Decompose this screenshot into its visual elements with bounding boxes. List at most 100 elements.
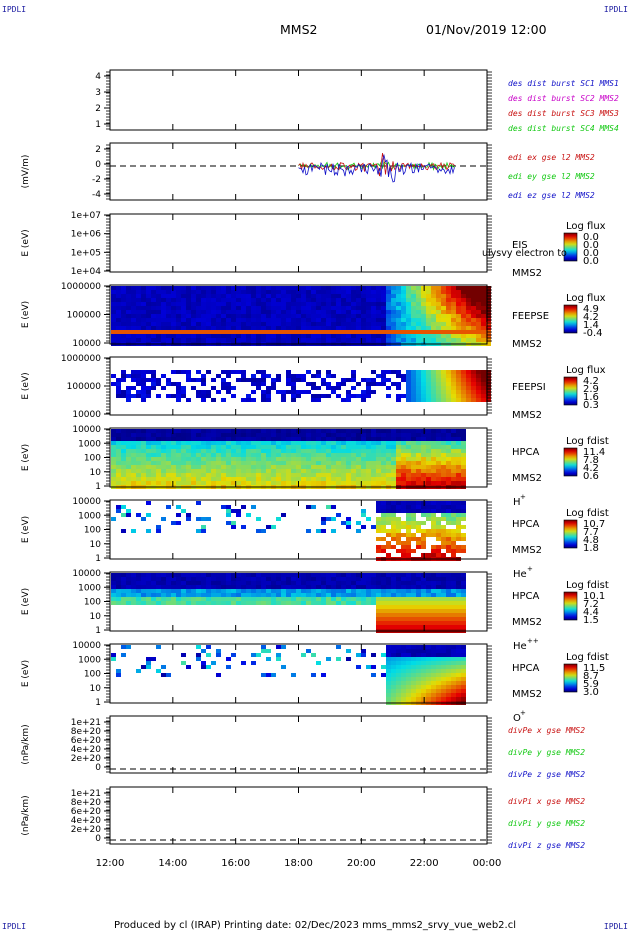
spectrogram-cell <box>226 453 231 457</box>
spectrogram-cell <box>146 589 151 593</box>
spectrogram-cell <box>431 298 436 302</box>
spectrogram-cell <box>311 445 316 449</box>
spectrogram-cell <box>401 477 406 481</box>
spectrogram-cell <box>161 298 166 302</box>
spectrogram-cell <box>151 581 156 585</box>
spectrogram-cell <box>201 330 206 334</box>
spectrogram-cell <box>396 318 401 322</box>
spectrogram-cell <box>306 310 311 314</box>
spectrogram-cell <box>226 370 231 374</box>
spectrogram-cell <box>146 330 151 334</box>
spectrogram-cell <box>231 338 236 342</box>
spectrogram-cell <box>206 517 211 521</box>
spectrogram-cell <box>241 370 246 374</box>
spectrogram-cell <box>451 689 456 693</box>
spectrogram-cell <box>236 314 241 318</box>
spectrogram-cell <box>296 294 301 298</box>
spectrogram-cell <box>321 445 326 449</box>
spectrogram-cell <box>246 437 251 441</box>
spectrogram-cell <box>446 298 451 302</box>
spectrogram-cell <box>261 286 266 290</box>
spectrogram-cell <box>436 473 441 477</box>
spectrogram-cell <box>266 294 271 298</box>
spectrogram-cell <box>391 529 396 533</box>
spectrogram-cell <box>196 314 201 318</box>
spectrogram-cell <box>356 469 361 473</box>
spectrogram-cell <box>171 469 176 473</box>
spectrogram-cell <box>446 681 451 685</box>
spectrogram-cell <box>341 481 346 485</box>
spectrogram-cell <box>401 294 406 298</box>
spectrogram-cell <box>446 445 451 449</box>
spectrogram-cell <box>291 290 296 294</box>
spectrogram-cell <box>211 286 216 290</box>
spectrogram-cell <box>311 453 316 457</box>
spectrogram-cell <box>111 334 116 338</box>
spectrogram-cell <box>176 390 181 394</box>
spectrogram-cell <box>461 338 466 342</box>
spectrogram-cell <box>426 294 431 298</box>
spectrogram-cell <box>231 601 236 605</box>
spectrogram-cell <box>471 386 476 390</box>
spectrogram-cell <box>326 581 331 585</box>
spectrogram-cell <box>326 429 331 433</box>
spectrogram-cell <box>411 605 416 609</box>
spectrogram-cell <box>296 461 301 465</box>
spectrogram-cell <box>401 445 406 449</box>
spectrogram-cell <box>141 453 146 457</box>
spectrogram-cell <box>136 593 141 597</box>
spectrogram-cell <box>171 306 176 310</box>
spectrogram-cell <box>441 433 446 437</box>
spectrogram-cell <box>176 370 181 374</box>
spectrogram-cell <box>236 322 241 326</box>
y-tick-label: 8e+20 <box>71 727 102 737</box>
y-tick-label: 10000 <box>72 425 101 435</box>
spectrogram-cell <box>276 429 281 433</box>
spectrogram-cell <box>346 577 351 581</box>
spectrogram-cell <box>266 457 271 461</box>
spectrogram-cell <box>336 318 341 322</box>
spectrogram-cell <box>381 334 386 338</box>
spectrogram-cell <box>286 314 291 318</box>
spectrogram-cell <box>286 573 291 577</box>
spectrogram-cell <box>461 398 466 402</box>
spectrogram-cell <box>316 314 321 318</box>
y-tick-label: 6e+20 <box>71 807 102 817</box>
spectrogram-cell <box>326 589 331 593</box>
spectrogram-cell <box>356 382 361 386</box>
spectrogram-cell <box>431 589 436 593</box>
spectrogram-cell <box>236 429 241 433</box>
spectrogram-cell <box>321 457 326 461</box>
spectrogram-cell <box>411 314 416 318</box>
spectrogram-cell <box>141 601 146 605</box>
spectrogram-cell <box>346 302 351 306</box>
spectrogram-cell <box>356 473 361 477</box>
spectrogram-cell <box>421 605 426 609</box>
spectrogram-cell <box>206 394 211 398</box>
spectrogram-cell <box>341 338 346 342</box>
spectrogram-cell <box>231 437 236 441</box>
spectrogram-cell <box>346 322 351 326</box>
spectrogram-cell <box>111 597 116 601</box>
spectrogram-cell <box>426 334 431 338</box>
spectrogram-cell <box>406 621 411 625</box>
spectrogram-cell <box>386 685 391 689</box>
spectrogram-cell <box>291 286 296 290</box>
spectrogram-cell <box>371 585 376 589</box>
y-tick-label: 1e+21 <box>71 718 101 728</box>
spectrogram-cell <box>326 481 331 485</box>
spectrogram-cell <box>426 593 431 597</box>
spectrogram-cell <box>311 437 316 441</box>
spectrogram-cell <box>251 653 256 657</box>
spectrogram-cell <box>451 645 456 649</box>
spectrogram-cell <box>456 429 461 433</box>
spectrogram-cell <box>436 294 441 298</box>
spectrogram-cell <box>371 573 376 577</box>
spectrogram-cell <box>316 429 321 433</box>
spectrogram-cell <box>446 310 451 314</box>
spectrogram-cell <box>346 601 351 605</box>
spectrogram-cell <box>151 657 156 661</box>
spectrogram-cell <box>326 294 331 298</box>
spectrogram-cell <box>166 469 171 473</box>
spectrogram-cell <box>456 338 461 342</box>
